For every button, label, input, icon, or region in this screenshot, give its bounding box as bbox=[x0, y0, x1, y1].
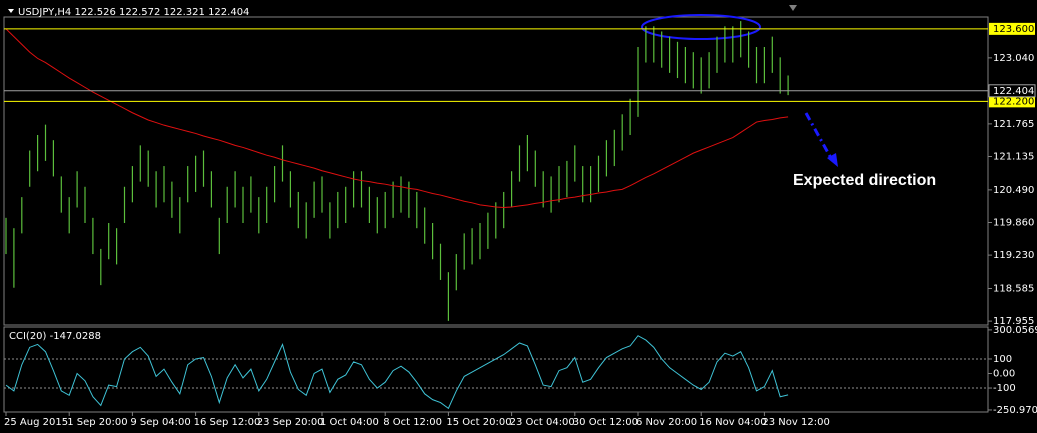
y-tick-label: 120.490 bbox=[993, 185, 1034, 196]
x-tick-label: 1 Sep 20:00 bbox=[67, 417, 127, 428]
cci-panel bbox=[3, 326, 989, 413]
main-panel bbox=[3, 16, 989, 326]
y-tick-label: 121.765 bbox=[993, 119, 1034, 130]
y-tick-label: 117.955 bbox=[993, 316, 1034, 327]
x-tick-label: 9 Sep 04:00 bbox=[130, 417, 190, 428]
cci-title: CCI(20) -147.0288 bbox=[9, 331, 101, 342]
y-tick-label: -100 bbox=[993, 383, 1016, 394]
chart-title: USDJPY,H4 122.526 122.572 122.321 122.40… bbox=[18, 7, 249, 18]
menu-triangle bbox=[8, 9, 14, 13]
direction-arrow bbox=[804, 112, 834, 161]
x-tick-label: 23 Sep 20:00 bbox=[257, 417, 324, 428]
top-ellipse bbox=[641, 14, 761, 40]
level-label: 122.200 bbox=[993, 96, 1034, 107]
y-tick-label: -250.9701 bbox=[993, 405, 1037, 416]
x-tick-label: 23 Nov 12:00 bbox=[762, 417, 829, 428]
y-tick-label: 119.230 bbox=[993, 250, 1034, 261]
y-tick-label: 121.135 bbox=[993, 151, 1034, 162]
cci-line bbox=[5, 335, 789, 410]
y-tick-label: 119.860 bbox=[993, 217, 1034, 228]
moving-average bbox=[5, 28, 789, 208]
x-tick-label: 8 Oct 12:00 bbox=[383, 417, 442, 428]
y-tick-label: 0.00 bbox=[993, 368, 1015, 379]
y-tick-label: 123.040 bbox=[993, 53, 1034, 64]
x-tick-label: 30 Oct 12:00 bbox=[573, 417, 638, 428]
annotation: Expected direction bbox=[793, 172, 936, 189]
x-tick-label: 1 Oct 04:00 bbox=[320, 417, 379, 428]
last-price-label: 122.404 bbox=[993, 86, 1034, 97]
x-tick-label: 16 Nov 04:00 bbox=[699, 417, 766, 428]
shift-marker bbox=[789, 5, 797, 11]
y-tick-label: 100 bbox=[993, 354, 1012, 365]
arrow-head bbox=[827, 153, 838, 167]
last-price-box bbox=[988, 84, 1036, 98]
x-tick-label: 25 Aug 2015 bbox=[4, 417, 68, 428]
x-tick-label: 15 Oct 20:00 bbox=[446, 417, 511, 428]
level-label: 123.600 bbox=[993, 24, 1034, 35]
level-box bbox=[989, 22, 1035, 35]
y-tick-label: 118.585 bbox=[993, 284, 1034, 295]
level-box bbox=[989, 95, 1035, 108]
x-tick-label: 23 Oct 04:00 bbox=[510, 417, 575, 428]
y-tick-label: 300.0569 bbox=[993, 325, 1037, 336]
x-tick-label: 6 Nov 20:00 bbox=[636, 417, 697, 428]
x-tick-label: 16 Sep 12:00 bbox=[194, 417, 261, 428]
